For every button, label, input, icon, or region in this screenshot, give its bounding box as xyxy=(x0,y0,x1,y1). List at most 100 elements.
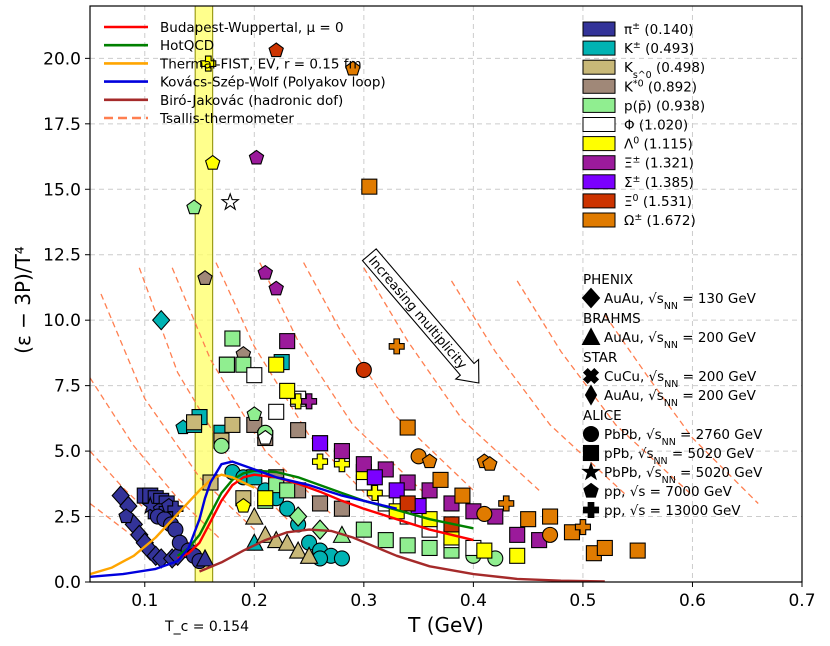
tsallis-curve xyxy=(363,267,540,491)
model-curve xyxy=(177,473,474,560)
plus-marker xyxy=(290,393,307,410)
square-marker xyxy=(186,414,203,431)
plus-marker xyxy=(301,393,318,410)
square-marker xyxy=(246,367,263,384)
pentagon-marker xyxy=(118,508,134,524)
triangle-marker xyxy=(195,548,215,567)
x-tick-label: 0.5 xyxy=(569,591,596,611)
square-marker xyxy=(421,539,438,557)
particle-legend-label: Φ (1.020) xyxy=(624,118,688,134)
experiment-group-title: STAR xyxy=(583,350,617,366)
model-curve xyxy=(90,460,397,578)
triangle-marker xyxy=(581,327,601,346)
model-curve xyxy=(90,473,255,576)
square-marker xyxy=(399,419,416,436)
square-marker xyxy=(257,490,274,507)
y-ticks: 0.0 2.5 5.0 7.5 10.0 12.5 15.0 17.5 20.0 xyxy=(43,49,90,593)
particle-legend-label: Ξ± (1.321) xyxy=(624,154,694,172)
model-curves xyxy=(90,460,605,582)
plus-marker xyxy=(200,55,217,72)
particle-legend-label: Ξ0 (1.531) xyxy=(624,192,692,210)
plus-marker xyxy=(498,495,515,512)
x-axis-label: T (GeV) xyxy=(407,613,484,637)
square-marker xyxy=(268,356,285,373)
particle-legend-label: π± (0.140) xyxy=(624,21,694,39)
particle-legend-swatch xyxy=(582,155,616,171)
star-marker xyxy=(581,461,601,481)
y-tick-label: 15.0 xyxy=(43,180,81,200)
square-marker xyxy=(377,532,394,549)
experiment-group-title: PHENIX xyxy=(583,272,633,288)
circle-marker xyxy=(279,500,296,517)
square-marker xyxy=(361,178,378,195)
y-tick-label: 17.5 xyxy=(43,115,81,135)
diamond-marker xyxy=(288,506,308,527)
plus-marker xyxy=(366,484,383,502)
plus-marker xyxy=(333,456,350,473)
particle-legend-label: p(p̄) (0.938) xyxy=(624,98,705,114)
experiment-legend-label: AuAu, √sNN = 200 GeV xyxy=(604,388,757,409)
tsallis-curve xyxy=(90,377,222,541)
square-marker xyxy=(388,482,405,499)
experiment-group-title: ALICE xyxy=(583,408,622,424)
pentagon-marker xyxy=(186,199,202,215)
square-marker xyxy=(224,330,241,347)
plus-marker xyxy=(167,500,184,517)
particle-legend-swatch xyxy=(582,136,616,152)
x-tick-label: 0.4 xyxy=(460,591,487,611)
multiplicity-arrow: Increasing multiplicity xyxy=(361,248,480,384)
x-marker xyxy=(582,367,600,385)
tsallis-curve xyxy=(100,293,255,531)
square-marker xyxy=(355,521,372,538)
triangle-marker xyxy=(277,533,297,551)
experiment-legend-label: pp, √s = 7000 GeV xyxy=(604,484,733,500)
pentagon-marker xyxy=(345,60,361,76)
particle-legend-swatch xyxy=(582,174,616,190)
experiment-legend-label: PbPb, √sNN = 2760 GeV xyxy=(604,427,763,448)
square-marker xyxy=(432,471,449,488)
experiment-legend-label: pp, √s = 13000 GeV xyxy=(604,503,741,519)
pentagon-marker xyxy=(204,154,221,170)
square-marker xyxy=(290,422,307,439)
pentagon-marker xyxy=(248,149,265,165)
square-marker xyxy=(596,539,613,557)
y-tick-label: 0.0 xyxy=(54,573,81,593)
triangle-marker xyxy=(299,546,319,564)
experiment-legend-label: AuAu, √sNN = 130 GeV xyxy=(604,291,757,312)
y-tick-label: 7.5 xyxy=(54,377,81,397)
particle-legend-swatch xyxy=(582,78,616,94)
model-legend-label: Thermal-FIST, EV, r = 0.15 fm xyxy=(159,56,362,72)
square-marker xyxy=(366,469,383,486)
particle-legend-label: Σ± (1.385) xyxy=(624,173,694,191)
experiment-group-title: BRAHMS xyxy=(583,311,641,327)
circle-marker xyxy=(542,526,559,543)
square-marker xyxy=(355,456,372,473)
particle-legend-swatch xyxy=(582,97,616,113)
x-marker-shape xyxy=(582,367,600,385)
circle-marker xyxy=(355,361,372,378)
experiment-legend-label: AuAu, √sNN = 200 GeV xyxy=(604,330,757,351)
plus-marker xyxy=(388,338,405,355)
tsallis-curve xyxy=(215,262,376,504)
particle-legend-label: K*0 (0.892) xyxy=(624,78,697,96)
particle-legend-swatch xyxy=(582,212,616,228)
particle-legend-label: Ks^0 (0.498) xyxy=(624,60,705,81)
star-marker xyxy=(220,192,240,211)
square-marker xyxy=(333,443,350,460)
triangle-marker xyxy=(266,530,286,549)
y-axis-label: (ε − 3P)/T⁴ xyxy=(11,246,35,354)
square-marker xyxy=(509,547,526,564)
particle-legend-label: Λ0 (1.115) xyxy=(624,135,693,153)
particle-legend-swatch xyxy=(582,117,616,132)
square-marker xyxy=(454,487,471,504)
pentagon-marker xyxy=(482,456,498,471)
square-marker xyxy=(399,495,416,512)
x-tick-label: 0.7 xyxy=(788,591,815,611)
x-tick-label: 0.2 xyxy=(241,591,268,611)
circle-marker xyxy=(333,550,350,567)
pentagon-marker xyxy=(257,429,274,445)
square-marker xyxy=(399,537,416,554)
square-marker xyxy=(218,356,235,373)
y-tick-label: 12.5 xyxy=(43,246,81,266)
x-tick-label: 0.6 xyxy=(679,591,706,611)
